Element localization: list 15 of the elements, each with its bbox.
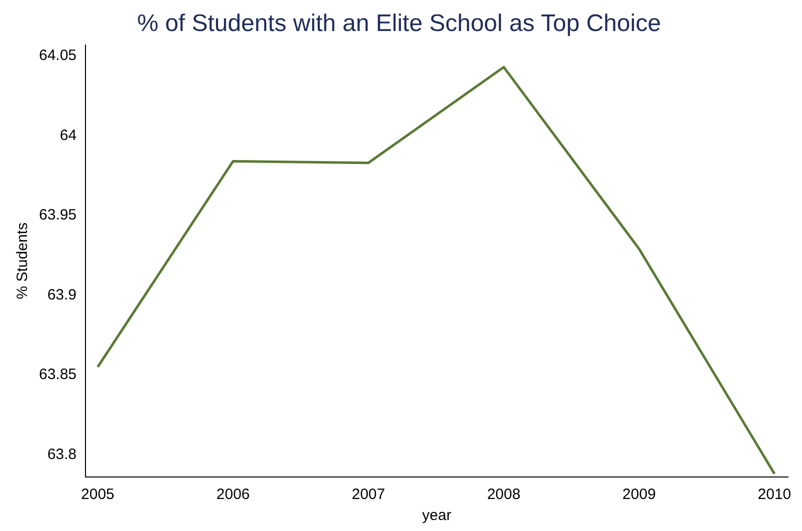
x-tick-label: 2006 xyxy=(216,486,250,504)
x-axis-title: year xyxy=(422,507,452,524)
x-tick-label: 2010 xyxy=(758,486,792,504)
x-tick-label: 2007 xyxy=(352,486,386,504)
y-tick-label: 63.9 xyxy=(47,286,77,304)
x-tick-label: 2008 xyxy=(487,486,520,504)
y-tick-label: 63.95 xyxy=(38,206,77,224)
y-tick-label: 63.85 xyxy=(38,366,77,384)
y-axis-title: % Students xyxy=(14,222,32,300)
x-tick-label: 2005 xyxy=(81,486,114,504)
y-tick-label: 63.8 xyxy=(47,446,77,463)
y-tick-label: 64.05 xyxy=(38,47,77,64)
chart-title: % of Students with an Elite School as Top Choice xyxy=(137,10,661,38)
x-tick-label: 2009 xyxy=(622,486,656,504)
y-tick-label: 64 xyxy=(60,126,77,144)
